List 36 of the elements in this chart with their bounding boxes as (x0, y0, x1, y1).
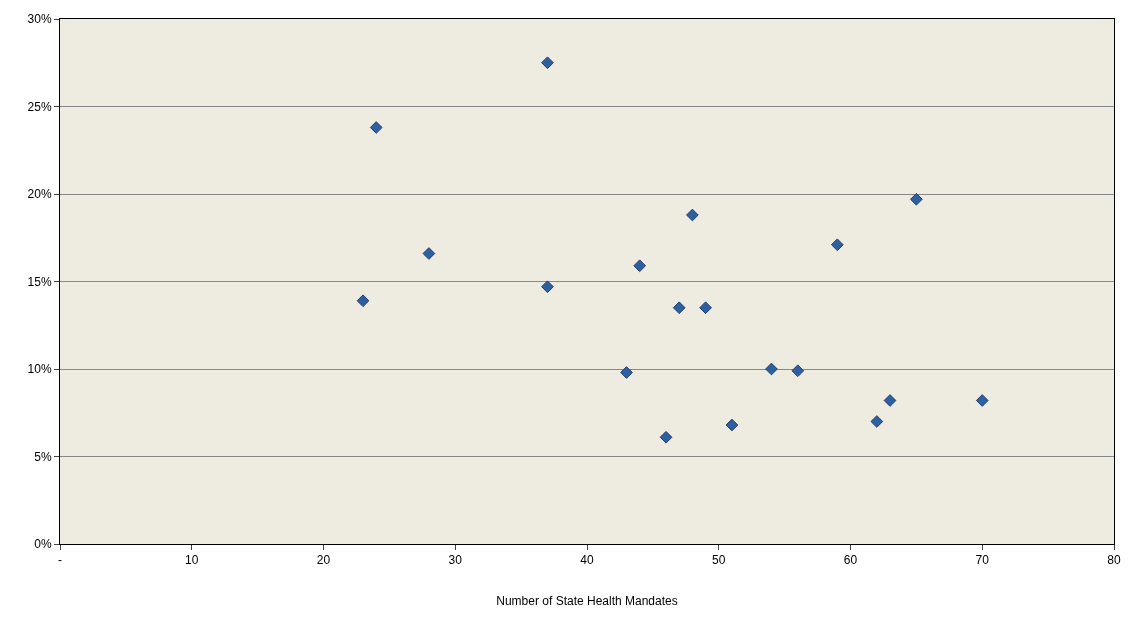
x-tick-label: 80 (1107, 553, 1121, 568)
point (369, 121, 383, 134)
y-tick-label: 25% (27, 99, 52, 114)
point (633, 259, 647, 273)
x-tick-label: - (58, 553, 62, 568)
y-tick-label: 15% (27, 274, 52, 289)
point (725, 418, 739, 432)
point (686, 208, 699, 222)
point (620, 366, 633, 379)
point (541, 280, 554, 294)
y-tick-label: 30% (27, 12, 52, 27)
point (699, 301, 712, 315)
x-tick-label: 10 (185, 553, 199, 568)
point (791, 364, 805, 378)
x-tick-label: 60 (843, 553, 858, 568)
point (672, 301, 686, 315)
y-tick-label: 20% (27, 187, 52, 202)
y-tick-label: 10% (27, 362, 52, 377)
point (765, 362, 778, 376)
point (883, 394, 897, 407)
point (356, 294, 370, 308)
x-tick-label: 40 (580, 553, 594, 568)
point (422, 247, 436, 260)
y-tick-label: 0% (34, 537, 52, 552)
point (975, 394, 989, 407)
x-tick-label: 70 (975, 553, 990, 568)
point (659, 430, 673, 444)
x-tick-label: 30 (448, 553, 463, 568)
x-axis-title: Number of State Health Mandates (496, 594, 678, 609)
x-tick-label: 50 (712, 553, 726, 568)
point (910, 192, 923, 206)
point (870, 415, 884, 428)
y-tick-label: 5% (34, 449, 52, 464)
point (541, 56, 554, 70)
point (830, 238, 844, 252)
x-tick-label: 20 (316, 553, 331, 568)
